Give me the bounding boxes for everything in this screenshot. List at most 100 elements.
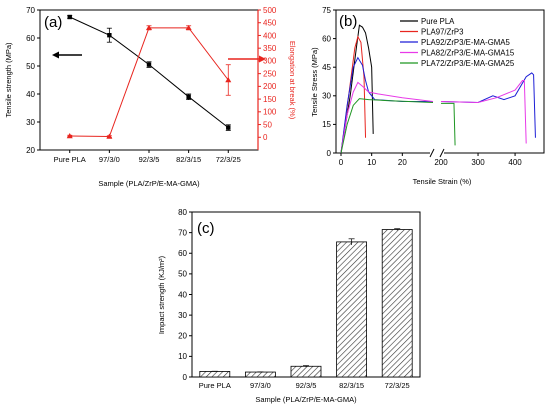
x-tick-label: 82/3/15	[176, 155, 201, 164]
y2-tick-label: 100	[263, 108, 277, 117]
x-tick-label: 0	[339, 158, 344, 167]
y-tick-label: 60	[26, 34, 35, 43]
y-tick-label: 75	[322, 6, 331, 15]
y2-axis-label: Elongation at break (%)	[288, 41, 297, 120]
series-line	[69, 27, 229, 138]
panel-c: (c) 0 10 20 30 40 50 60 70 80 Pure PLA 97/3/0 92/3…	[157, 208, 421, 404]
y-tick-label: 20	[26, 146, 35, 155]
y-tick-label: 60	[322, 34, 331, 43]
left-axis-ticks: 20 30 40 50 60 70	[26, 6, 40, 155]
panel-b-tag: (b)	[339, 13, 357, 30]
x-tick-label: 97/3/0	[250, 381, 271, 390]
y-tick-label: 0	[183, 373, 188, 382]
x-axis-ticks: Pure PLA 97/3/0 92/3/5 82/3/15 72/3/25	[199, 381, 410, 390]
legend-label: PLA82/ZrP3/E-MA-GMA15	[421, 49, 515, 58]
y2-tick-label: 0	[263, 133, 268, 142]
x-tick-label: 72/3/25	[385, 381, 410, 390]
series-line	[441, 102, 456, 146]
y-tick-label: 15	[322, 120, 331, 129]
x-tick-label: Pure PLA	[54, 155, 86, 164]
bar	[199, 371, 231, 378]
y-tick-label: 70	[178, 228, 187, 237]
bars	[199, 228, 413, 378]
data-point	[226, 125, 231, 130]
y-tick-label: 40	[26, 90, 35, 99]
y2-tick-label: 200	[263, 82, 277, 91]
y2-tick-label: 250	[263, 69, 277, 78]
legend-label: PLA72/ZrP3/E-MA-GMA25	[421, 59, 515, 68]
x-tick-label: 72/3/25	[216, 155, 241, 164]
y-axis-label: Tensile strength (MPa)	[4, 42, 13, 118]
axis-break	[429, 148, 445, 158]
y2-tick-label: 300	[263, 57, 277, 66]
x-tick-label: 300	[471, 158, 485, 167]
series-line	[440, 80, 527, 144]
series-line	[440, 72, 536, 138]
x-axis-label: Tensile Strain (%)	[413, 177, 472, 186]
bar	[381, 229, 413, 378]
x-axis-ticks: Pure PLA 97/3/0 92/3/5 82/3/15 72/3/25	[54, 150, 241, 164]
y-tick-label: 0	[327, 149, 332, 158]
series-line	[340, 81, 434, 154]
x-tick-label: 200	[434, 158, 448, 167]
y-tick-label: 50	[26, 62, 35, 71]
panel-b: (b) 0 15 30 45 60 75 0 10 20 200 300 400 Pure PLA P…	[310, 6, 545, 186]
panel-c-tag: (c)	[197, 220, 215, 237]
data-point	[185, 24, 192, 31]
legend-label: PLA97/ZrP3	[421, 28, 463, 37]
y-tick-label: 30	[178, 311, 187, 320]
data-point	[186, 94, 191, 99]
panel-a-frame	[39, 9, 259, 151]
legend-label: PLA92/ZrP3/E-MA-GMA5	[421, 38, 510, 47]
right-axis-ticks: 0 50 100 150 200 250 300 350 400 450 500	[257, 6, 277, 150]
data-point	[146, 24, 152, 31]
y-tick-label: 20	[178, 332, 187, 341]
y-tick-label: 80	[178, 208, 187, 217]
x-tick-label: 82/3/15	[339, 381, 364, 390]
y2-tick-label: 450	[263, 19, 277, 28]
data-point	[66, 133, 73, 139]
panel-a-tag: (a)	[44, 14, 62, 31]
series-line	[69, 16, 229, 128]
data-point	[67, 14, 72, 20]
legend-label: Pure PLA	[421, 17, 455, 26]
x-tick-label: 92/3/5	[296, 381, 317, 390]
y2-tick-label: 150	[263, 95, 277, 104]
x-tick-label: 400	[508, 158, 522, 167]
y-tick-label: 40	[178, 290, 187, 299]
y2-tick-label: 400	[263, 31, 277, 40]
panel-a: (a) 20 30 40 50 60 70 0 50 100 150 200 250 300 350 40…	[4, 6, 297, 188]
series-line	[340, 24, 374, 154]
series-line	[340, 98, 434, 154]
x-tick-label: 20	[398, 158, 407, 167]
left-series-arrow	[52, 51, 82, 59]
data-point	[225, 77, 232, 83]
right-series-arrow	[228, 55, 266, 63]
y-tick-label: 70	[26, 6, 35, 15]
y-tick-label: 45	[322, 63, 331, 72]
y2-tick-label: 50	[263, 120, 272, 129]
series-line	[340, 56, 433, 154]
x-tick-label: 10	[367, 158, 376, 167]
y-tick-label: 30	[322, 92, 331, 101]
x-axis-label: Sample (PLA/ZrP/E-MA-GMA)	[255, 395, 357, 404]
x-tick-label: Pure PLA	[199, 381, 231, 390]
y-tick-label: 10	[178, 352, 187, 361]
plot-lines	[340, 24, 536, 154]
y-tick-label: 50	[178, 270, 187, 279]
y-axis-label: Impact strength (KJ/m²)	[157, 255, 166, 334]
y2-tick-label: 500	[263, 6, 277, 15]
bar	[290, 365, 322, 378]
y-tick-label: 60	[178, 249, 187, 258]
y-axis-ticks: 0 15 30 45 60 75	[322, 6, 336, 158]
bar	[336, 241, 368, 378]
x-axis-label: Sample (PLA/ZrP/E-MA-GMA)	[98, 179, 200, 188]
y-axis-ticks: 0 10 20 30 40 50 60 70 80	[178, 208, 192, 382]
bar	[244, 371, 276, 378]
x-tick-label: 92/3/5	[139, 155, 160, 164]
plot-marks	[66, 14, 232, 139]
y-tick-label: 30	[26, 118, 35, 127]
data-point	[107, 33, 112, 38]
data-point	[106, 133, 113, 139]
